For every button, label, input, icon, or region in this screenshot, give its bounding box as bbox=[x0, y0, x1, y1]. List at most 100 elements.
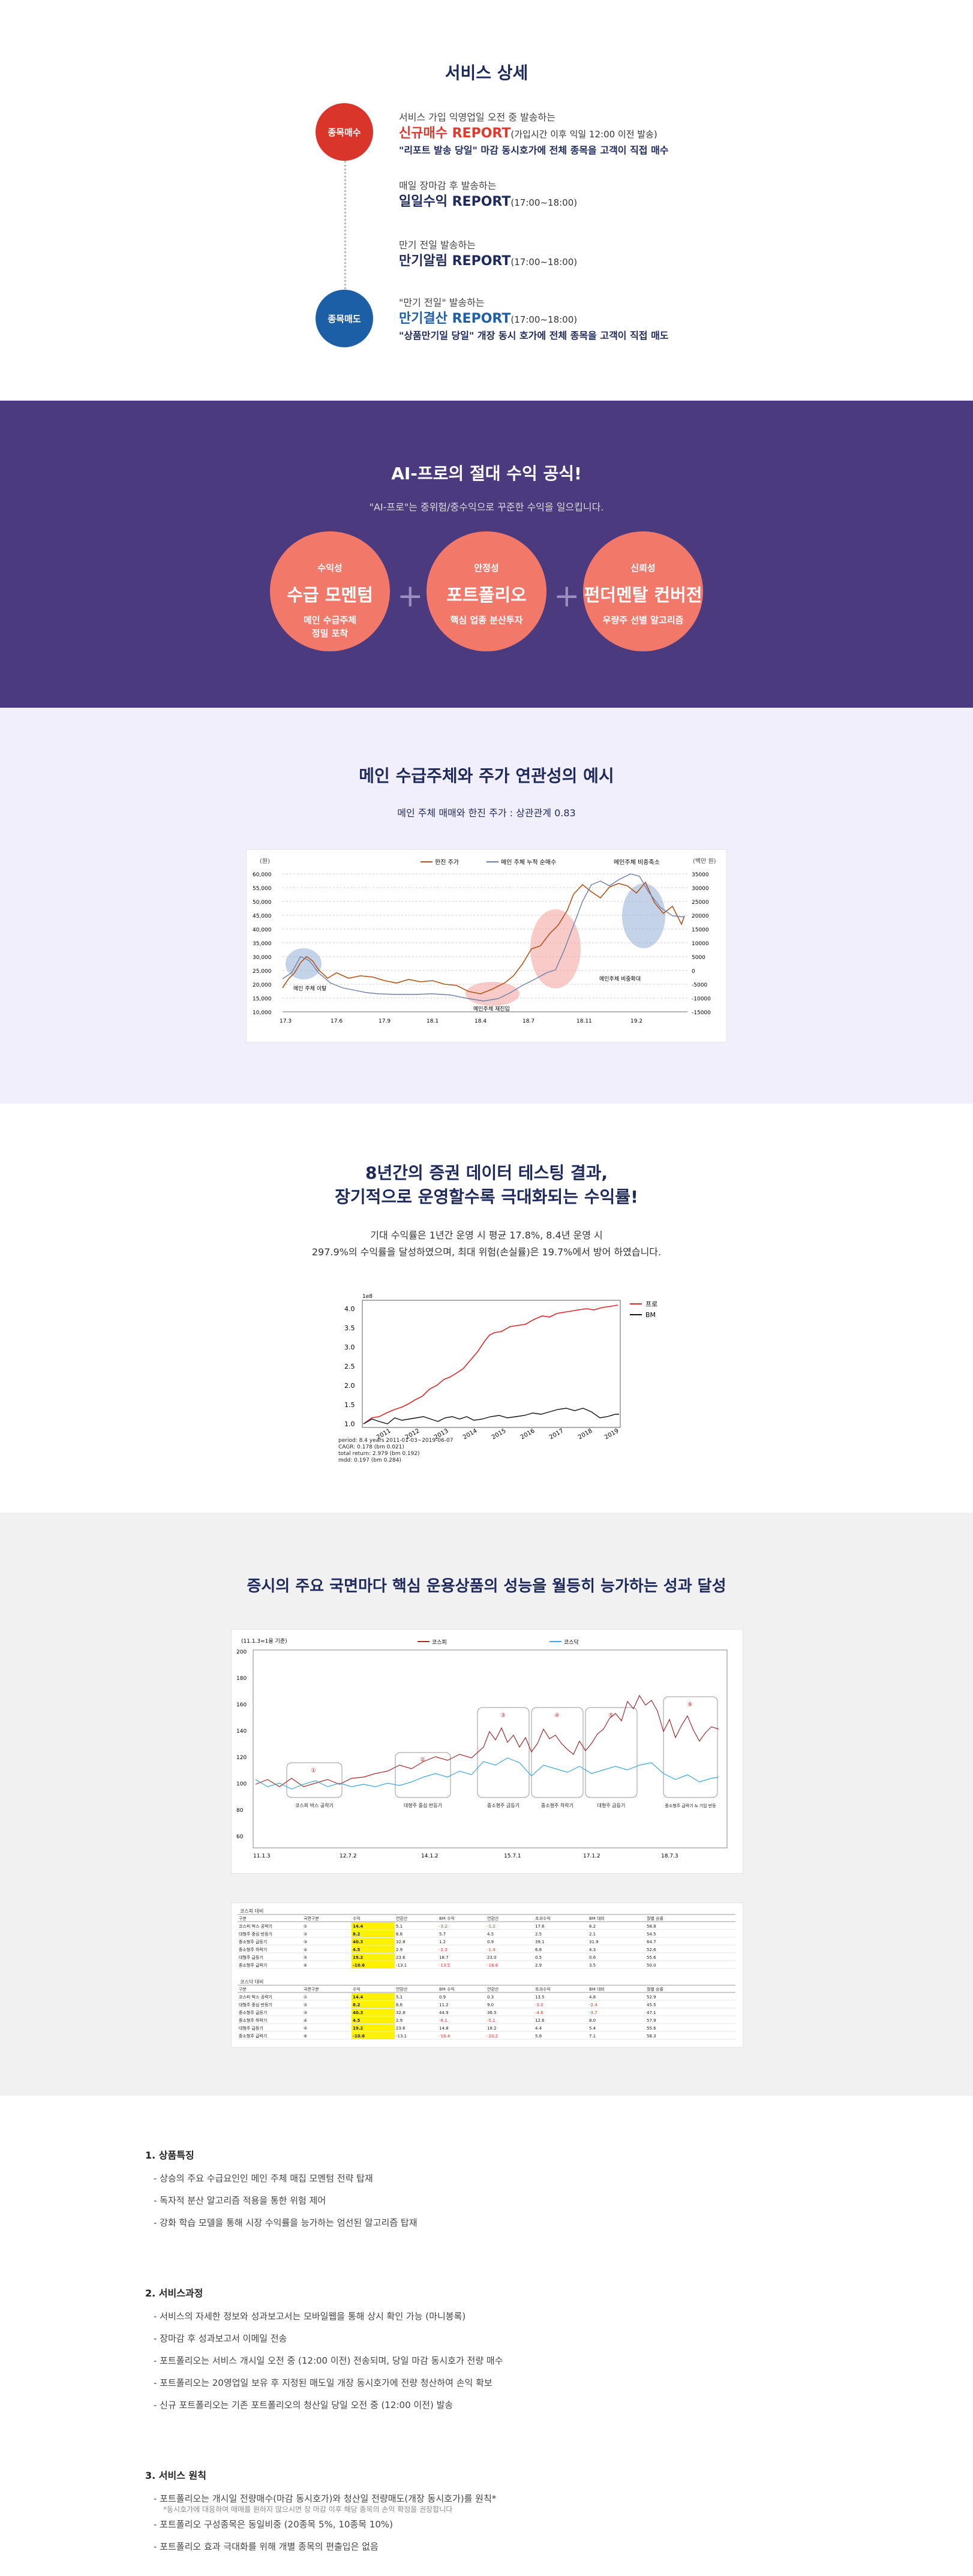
table-cell: 중소형주 급등기 bbox=[239, 2010, 267, 2015]
annotation-reentry: 메인주체 재진입 bbox=[473, 1005, 510, 1012]
info-features: 1. 상품특징 - 상승의 주요 수급요인인 메인 주체 매집 모멘텀 전략 탑… bbox=[145, 2147, 841, 2234]
table-cell: 23.0 bbox=[487, 1955, 497, 1960]
highlight-reentry bbox=[466, 982, 519, 1006]
bm-line bbox=[363, 1408, 619, 1424]
highlight-exit bbox=[286, 948, 322, 979]
table-cell: 5.7 bbox=[439, 1932, 446, 1937]
highlight-cell bbox=[352, 2032, 395, 2039]
table-cell: -16.6 bbox=[487, 1963, 498, 1968]
table-header-cell: BM 수익 bbox=[439, 1987, 455, 1992]
table-cell: 2.9 bbox=[396, 1947, 403, 1952]
info-principles: 3. 서비스 원칙 - 포트폴리오는 개시일 전량매수(마감 동시호가)와 청산… bbox=[145, 2467, 841, 2558]
table-cell: 대형주 중심 반등기 bbox=[239, 2002, 272, 2007]
table-cell: 23.6 bbox=[396, 1955, 406, 1960]
table-cell: -13.1 bbox=[396, 1963, 407, 1968]
highlight-cell bbox=[352, 1953, 395, 1961]
y-tick: 45,000 bbox=[253, 913, 272, 919]
y-tick: 200 bbox=[236, 1649, 247, 1655]
table-cell: 4.4 bbox=[535, 2026, 542, 2031]
table-cell: 0.9 bbox=[487, 1940, 494, 1944]
y-tick: 2.0 bbox=[344, 1382, 355, 1390]
info-item: - 상승의 주요 수급요인인 메인 주체 매집 모멘텀 전략 탑재 bbox=[154, 2173, 373, 2184]
y-tick: 50,000 bbox=[253, 900, 272, 906]
x-tick: 2019 bbox=[603, 1427, 620, 1441]
y-tick: 160 bbox=[236, 1702, 247, 1708]
table-cell: 40.3 bbox=[353, 1940, 363, 1944]
table-cell: 6.6 bbox=[396, 2003, 403, 2007]
table-cell: 5.1 bbox=[396, 1995, 403, 2000]
table-cell: 8.0 bbox=[589, 2018, 596, 2023]
pill-title: 펀더멘탈 컨버전 bbox=[584, 585, 702, 605]
table-cell: 36.5 bbox=[487, 2010, 497, 2015]
test-chart-wrap: 1e8 4.0 3.5 3.0 2.5 2.0 1.5 1.0 프로 BM 20… bbox=[336, 1289, 684, 1469]
table-header-cell: BM 수익 bbox=[439, 1916, 455, 1921]
table-cell: ① bbox=[304, 1924, 307, 1929]
step-report-name: 일일수익 REPORT bbox=[399, 194, 511, 209]
test-result-section: 8년간의 증권 데이터 테스팅 결과, 장기적으로 운영할수록 극대화되는 수익… bbox=[0, 1104, 973, 1513]
table-cell: 40.3 bbox=[353, 2010, 363, 2015]
step-daily: 매일 장마감 후 발송하는 일일수익 REPORT(17:00~18:00) bbox=[399, 179, 783, 212]
y-tick: 1.5 bbox=[344, 1401, 355, 1409]
plus-sign: + bbox=[554, 578, 580, 614]
table-cell: -3.7 bbox=[589, 2010, 597, 2015]
table-header-cell: 연환산 bbox=[396, 1916, 408, 1921]
table-cell: -3.2 bbox=[439, 1924, 448, 1929]
x-tick: 18.11 bbox=[576, 1018, 592, 1024]
info-item: - 장마감 후 성과보고서 이메일 전송 bbox=[154, 2333, 287, 2344]
table-cell: 31.9 bbox=[589, 1940, 599, 1944]
table-cell: 5.4 bbox=[589, 2026, 596, 2031]
table-cell: 57.9 bbox=[647, 2018, 656, 2023]
table-cell: 중소형주 급락기 bbox=[239, 2033, 267, 2039]
table-header-cell: 월별 승률 bbox=[647, 1916, 664, 1921]
table-cell: -4.6 bbox=[535, 2010, 543, 2015]
y-tick: 180 bbox=[236, 1676, 247, 1682]
performance-chart: (11.1.3=1을 기준) 코스피 코스닥 200 180 160 140 1… bbox=[236, 1638, 728, 1859]
highlight-cell bbox=[352, 1961, 395, 1968]
step-new-buy: 서비스 가입 익영업일 오전 중 발송하는 신규매수 REPORT(가입시간 이… bbox=[399, 110, 783, 158]
legend-reduce: 메인주체 비중축소 bbox=[614, 859, 660, 866]
table-cell: 12.6 bbox=[535, 2018, 545, 2023]
table-cell: 17.6 bbox=[535, 1924, 545, 1929]
table-header-cell: 수익 bbox=[353, 1987, 361, 1992]
table-cell: 14.4 bbox=[353, 1924, 363, 1929]
phase-number: ⑥ bbox=[687, 1702, 693, 1708]
table-cell: 1.2 bbox=[439, 1940, 446, 1944]
step-report-time: (17:00~18:00) bbox=[510, 197, 578, 208]
x-tick: 18.7.3 bbox=[661, 1853, 678, 1859]
test-desc-line1: 기대 수익률은 1년간 운영 시 평균 17.8%, 8.4년 운영 시 bbox=[370, 1230, 603, 1241]
table-header-cell: 수익 bbox=[353, 1916, 361, 1921]
table-cell: 47.1 bbox=[647, 2010, 656, 2015]
info-heading: 3. 서비스 원칙 bbox=[145, 2470, 206, 2481]
y-tick: 20000 bbox=[692, 913, 709, 919]
step-note: "상품만기일 당일" 개장 동시 호가에 전체 종목을 고객이 직접 매도 bbox=[399, 330, 669, 341]
highlight-cell bbox=[352, 1938, 395, 1945]
x-tick: 11.1.3 bbox=[253, 1853, 271, 1859]
stat-total: total return: 2.979 (bm 0.192) bbox=[338, 1451, 420, 1457]
x-tick: 17.9 bbox=[379, 1018, 391, 1024]
highlight-increase bbox=[530, 909, 581, 988]
pill-label: 신뢰성 bbox=[630, 563, 656, 573]
info-process: 2. 서비스과정 - 서비스의 자세한 정보와 성과보고서는 모바일웹을 통해 … bbox=[145, 2285, 841, 2416]
service-title: 서비스 상세 bbox=[445, 63, 528, 83]
info-item: - 독자적 분산 알고리즘 적용을 통한 위험 제어 bbox=[154, 2195, 326, 2206]
test-title-line2: 장기적으로 운영할수록 극대화되는 수익률! bbox=[335, 1187, 638, 1207]
y-tick: 20,000 bbox=[253, 982, 272, 988]
table-cell: 64.7 bbox=[647, 1940, 656, 1944]
table-cell: 14.8 bbox=[439, 2026, 449, 2031]
table-cell: 6.8 bbox=[535, 1947, 542, 1952]
phase-number: ④ bbox=[554, 1712, 560, 1719]
pill-label: 수익성 bbox=[317, 563, 343, 573]
table-cell: 6.6 bbox=[396, 1932, 403, 1937]
sell-badge: 종목매도 bbox=[316, 290, 373, 347]
y-tick: 35000 bbox=[692, 872, 709, 878]
test-chart: 1e8 4.0 3.5 3.0 2.5 2.0 1.5 1.0 프로 BM 20… bbox=[338, 1294, 657, 1463]
formula-title: AI-프로의 절대 수익 공식! bbox=[391, 464, 582, 483]
step-expiry-alert: 만기 전일 발송하는 만기알림 REPORT(17:00~18:00) bbox=[399, 238, 783, 271]
correlation-title: 메인 수급주체와 주가 연관성의 예시 bbox=[359, 766, 614, 786]
table-header-cell: 국면구분 bbox=[304, 1986, 319, 1992]
correlation-subtitle: 메인 주체 매매와 한진 주가 : 상관관계 0.83 bbox=[397, 807, 576, 819]
phase-label: 중소형주 하락기 bbox=[541, 1802, 573, 1808]
pill-profitability: 수익성 수급 모멘텀 메인 수급주체 정밀 포착 bbox=[270, 531, 390, 651]
phase-labels: 코스피 박스 공략기 대형주 중심 반등기 중소형주 급등기 중소형주 하락기 … bbox=[295, 1802, 716, 1808]
